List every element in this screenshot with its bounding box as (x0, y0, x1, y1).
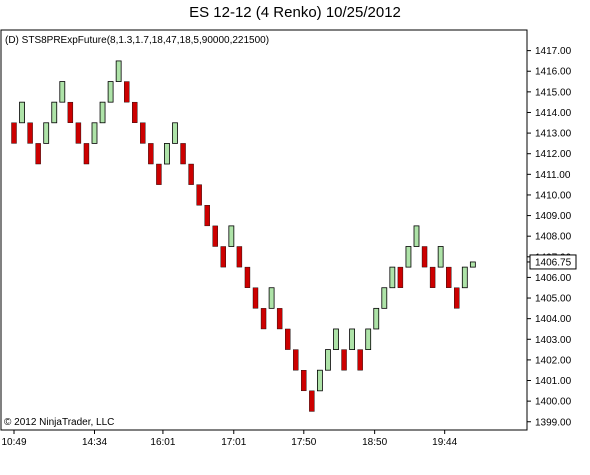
y-tick-label: 1409.00 (535, 211, 572, 222)
up-brick (268, 287, 275, 309)
down-brick (75, 122, 82, 144)
down-brick (357, 349, 363, 371)
down-brick (252, 287, 259, 309)
up-brick (469, 261, 476, 268)
y-tick-label: 1417.00 (535, 46, 572, 57)
last-price-marker: 1406.75 (527, 254, 577, 270)
down-brick (123, 81, 130, 103)
up-brick (164, 143, 170, 165)
down-brick (67, 101, 74, 123)
up-brick (43, 122, 50, 144)
down-brick (140, 122, 146, 144)
down-brick (454, 287, 460, 309)
down-brick (244, 266, 251, 288)
x-tick-label: 17:50 (291, 437, 316, 448)
down-brick (293, 349, 299, 371)
y-tick-label: 1411.00 (535, 170, 571, 181)
y-tick-label: 1405.00 (535, 294, 572, 305)
down-brick (446, 266, 452, 288)
y-tick-label: 1402.00 (535, 355, 572, 366)
down-brick (397, 266, 404, 288)
down-brick (309, 390, 315, 412)
down-brick (212, 225, 218, 247)
up-brick (389, 266, 396, 289)
down-brick (11, 122, 17, 144)
up-brick (365, 328, 372, 350)
up-brick (172, 122, 178, 144)
up-brick (349, 328, 356, 350)
up-brick (325, 349, 331, 371)
chart-title: ES 12-12 (4 Renko) 10/25/2012 (189, 4, 401, 21)
price-axis: 1417.00 1416.00 1415.00 1414.00 1413.00 1412.… (527, 46, 572, 428)
up-brick (381, 287, 388, 309)
up-brick (461, 266, 468, 289)
up-brick (59, 81, 66, 103)
y-tick-label: 1412.00 (535, 149, 572, 160)
y-tick-label: 1413.00 (535, 129, 572, 140)
y-tick-label: 1410.00 (535, 190, 572, 201)
renko-bricks (11, 60, 476, 412)
up-brick (107, 81, 114, 103)
x-tick-label: 14:34 (82, 437, 107, 448)
up-brick (333, 328, 339, 350)
down-brick (204, 205, 210, 227)
up-brick (51, 101, 58, 124)
down-brick (188, 163, 194, 185)
x-tick-label: 18:50 (362, 437, 387, 448)
down-brick (260, 308, 267, 330)
y-tick-label: 1401.00 (535, 376, 572, 387)
last-price-box (529, 254, 577, 270)
y-tick-label: 1415.00 (535, 87, 572, 98)
down-brick (35, 143, 41, 165)
y-tick-label: 1404.00 (535, 314, 572, 325)
up-brick (413, 225, 420, 247)
copyright-text: © 2012 NinjaTrader, LLC (4, 417, 114, 428)
x-tick-label: 17:01 (221, 437, 246, 448)
down-brick (27, 122, 33, 144)
y-tick-label: 1414.00 (535, 108, 572, 119)
up-brick (19, 101, 25, 124)
down-brick (148, 143, 154, 165)
down-brick (156, 163, 162, 185)
down-brick (285, 328, 291, 350)
up-brick (228, 225, 235, 247)
strategy-label: (D) STS8PRExpFuture(8,1.3,1.7,18,47,18,5… (5, 35, 269, 46)
up-brick (316, 369, 323, 392)
up-brick (91, 122, 98, 144)
plot-area (0, 29, 528, 431)
down-brick (276, 308, 283, 330)
y-tick-label: 1403.00 (535, 335, 572, 346)
down-brick (421, 246, 428, 268)
up-brick (437, 246, 444, 268)
x-tick-label: 19:44 (432, 437, 457, 448)
last-price-label: 1406.75 (535, 257, 572, 268)
down-brick (301, 370, 307, 392)
up-brick (99, 101, 106, 124)
down-brick (220, 246, 227, 268)
y-tick-label: 1406.00 (535, 273, 572, 284)
up-brick (373, 307, 380, 330)
down-brick (132, 101, 138, 123)
y-tick-label: 1399.00 (535, 417, 572, 428)
x-tick-label: 10:49 (1, 437, 26, 448)
y-tick-label: 1408.00 (535, 232, 572, 243)
y-tick-label: 1400.00 (535, 397, 572, 408)
x-tick-label: 16:01 (150, 437, 175, 448)
up-brick (405, 246, 412, 268)
y-tick-label: 1416.00 (535, 67, 572, 78)
time-axis: 10:49 14:34 16:01 17:01 17:50 18:50 19:44 (1, 430, 458, 448)
down-brick (341, 349, 347, 371)
down-brick (83, 143, 90, 165)
down-brick (180, 143, 186, 165)
down-brick (196, 184, 202, 206)
down-brick (236, 246, 243, 268)
up-brick (115, 60, 122, 82)
down-brick (429, 266, 436, 288)
